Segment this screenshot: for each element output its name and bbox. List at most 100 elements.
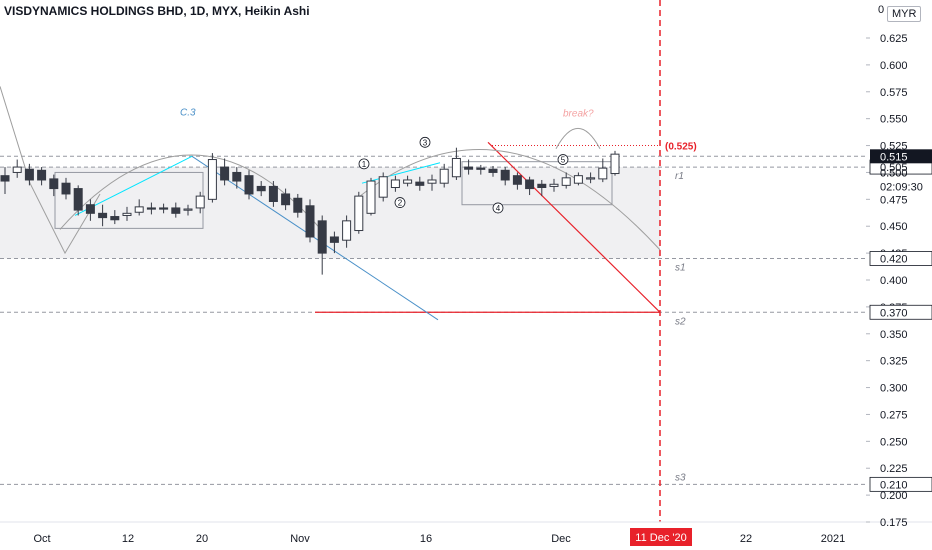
candle bbox=[390, 175, 400, 192]
x-tick-label: 16 bbox=[420, 533, 432, 545]
candle bbox=[586, 172, 596, 184]
candle-body bbox=[512, 175, 522, 185]
wave-number: 5 bbox=[561, 156, 566, 165]
x-tick-label: 20 bbox=[196, 533, 208, 545]
candle bbox=[171, 202, 181, 218]
level-name-s2: s2 bbox=[675, 316, 686, 327]
wave-number: 2 bbox=[398, 199, 403, 208]
currency-badge[interactable]: MYR bbox=[887, 6, 922, 22]
candle bbox=[476, 164, 486, 175]
candle-body bbox=[561, 177, 571, 186]
candle bbox=[98, 204, 108, 227]
candle bbox=[439, 163, 449, 188]
x-tick-label: 22 bbox=[740, 533, 752, 545]
wave-circle bbox=[419, 136, 431, 148]
candle-body bbox=[268, 185, 278, 202]
wave-circle bbox=[557, 154, 569, 165]
candle bbox=[232, 167, 242, 189]
candle bbox=[281, 188, 291, 211]
candle-body bbox=[134, 206, 144, 213]
candle-body bbox=[586, 177, 596, 180]
candle bbox=[220, 158, 230, 186]
candle-body bbox=[451, 157, 461, 178]
candle bbox=[610, 150, 620, 176]
candle-body bbox=[537, 183, 547, 189]
candle-body bbox=[293, 197, 303, 213]
candle-body bbox=[220, 166, 230, 181]
trend-line-cyan-2 bbox=[361, 162, 441, 184]
candle bbox=[354, 191, 364, 234]
target-label: (0.525) bbox=[665, 142, 697, 153]
y-tick-label: 0.550 bbox=[880, 114, 908, 126]
y-tick-label: 0.300 bbox=[880, 383, 908, 395]
arc-break bbox=[555, 128, 601, 150]
x-tick-label: Dec bbox=[551, 533, 571, 545]
candle-body bbox=[0, 175, 10, 182]
level-price-label-s2-text: 0.370 bbox=[880, 307, 908, 319]
candle-body bbox=[195, 195, 205, 209]
candle bbox=[317, 215, 327, 275]
candle bbox=[598, 158, 608, 183]
countdown-label: 02:09:30 bbox=[880, 181, 923, 193]
y-tick-label: 0.450 bbox=[880, 221, 908, 233]
date-marker-label: 11 Dec '20 bbox=[630, 528, 692, 546]
x-tick-label: Nov bbox=[290, 533, 310, 545]
wave-label-3: 3 bbox=[419, 136, 431, 148]
candle-body bbox=[73, 188, 83, 211]
candle-body bbox=[146, 207, 156, 210]
candle-body bbox=[329, 236, 339, 243]
x-tick-label: 12 bbox=[122, 533, 134, 545]
y-tick-label: 0.225 bbox=[880, 463, 908, 475]
y-axis[interactable]: 0.6250.6000.5750.5500.5250.5000.4750.450… bbox=[866, 33, 932, 529]
consolidation-zone-fill bbox=[0, 167, 660, 259]
y-tick-label: 0.200 bbox=[880, 490, 908, 502]
last-price-text: 0.515 bbox=[880, 151, 908, 163]
level-price-label-r1: 0.505 bbox=[869, 159, 932, 175]
wave-left-lines bbox=[0, 86, 101, 255]
candle bbox=[403, 175, 413, 187]
y-tick-label: 0.275 bbox=[880, 409, 908, 421]
date-marker-text: 11 Dec '20 bbox=[635, 532, 686, 544]
candle-body bbox=[256, 185, 266, 192]
candle-body bbox=[488, 168, 498, 173]
x-tick-label: Oct bbox=[33, 533, 50, 545]
candle-body bbox=[281, 193, 291, 206]
candle-body bbox=[12, 166, 22, 173]
consolidation-zone bbox=[0, 167, 660, 259]
annotations: C.3 break? (0.525) 1 2 3 4 5 r1 s1 s2 s3 bbox=[180, 107, 697, 483]
range-box-december bbox=[461, 161, 613, 206]
level-price-label-s1-bg bbox=[869, 251, 932, 266]
candle-body bbox=[415, 181, 425, 186]
candle-body bbox=[110, 216, 120, 221]
chart-title: VISDYNAMICS HOLDINGS BHD, 1D, MYX, Heiki… bbox=[4, 4, 310, 18]
drawings bbox=[0, 0, 661, 522]
candle bbox=[293, 193, 303, 218]
y-tick-label: 0.625 bbox=[880, 33, 908, 45]
current-price-label: 0.500 bbox=[880, 167, 908, 179]
candle bbox=[537, 179, 547, 197]
x-axis[interactable]: Oct 12 20 Nov 16 Dec 22 2021 11 Dec '20 bbox=[0, 521, 932, 546]
candle-body bbox=[49, 178, 59, 190]
candle-body bbox=[390, 179, 400, 189]
candle-body bbox=[244, 175, 254, 195]
wave-circle bbox=[358, 158, 370, 170]
wave-number: 3 bbox=[423, 138, 428, 147]
candle bbox=[134, 199, 144, 216]
candle bbox=[512, 172, 522, 190]
candle-body bbox=[354, 195, 364, 232]
candle-body bbox=[98, 212, 108, 219]
candle-body bbox=[378, 176, 388, 198]
candle bbox=[525, 176, 535, 196]
candle bbox=[573, 172, 583, 186]
candle-body bbox=[610, 153, 620, 175]
pattern-label: C.3 bbox=[180, 107, 196, 118]
descending-red-line bbox=[487, 141, 661, 313]
level-price-label-s3: 0.210 bbox=[869, 476, 932, 492]
candle-body bbox=[366, 180, 376, 214]
candle bbox=[415, 176, 425, 191]
y-tick-label: 0.600 bbox=[880, 60, 908, 72]
break-label: break? bbox=[563, 109, 594, 120]
wave-label-5: 5 bbox=[557, 154, 569, 165]
